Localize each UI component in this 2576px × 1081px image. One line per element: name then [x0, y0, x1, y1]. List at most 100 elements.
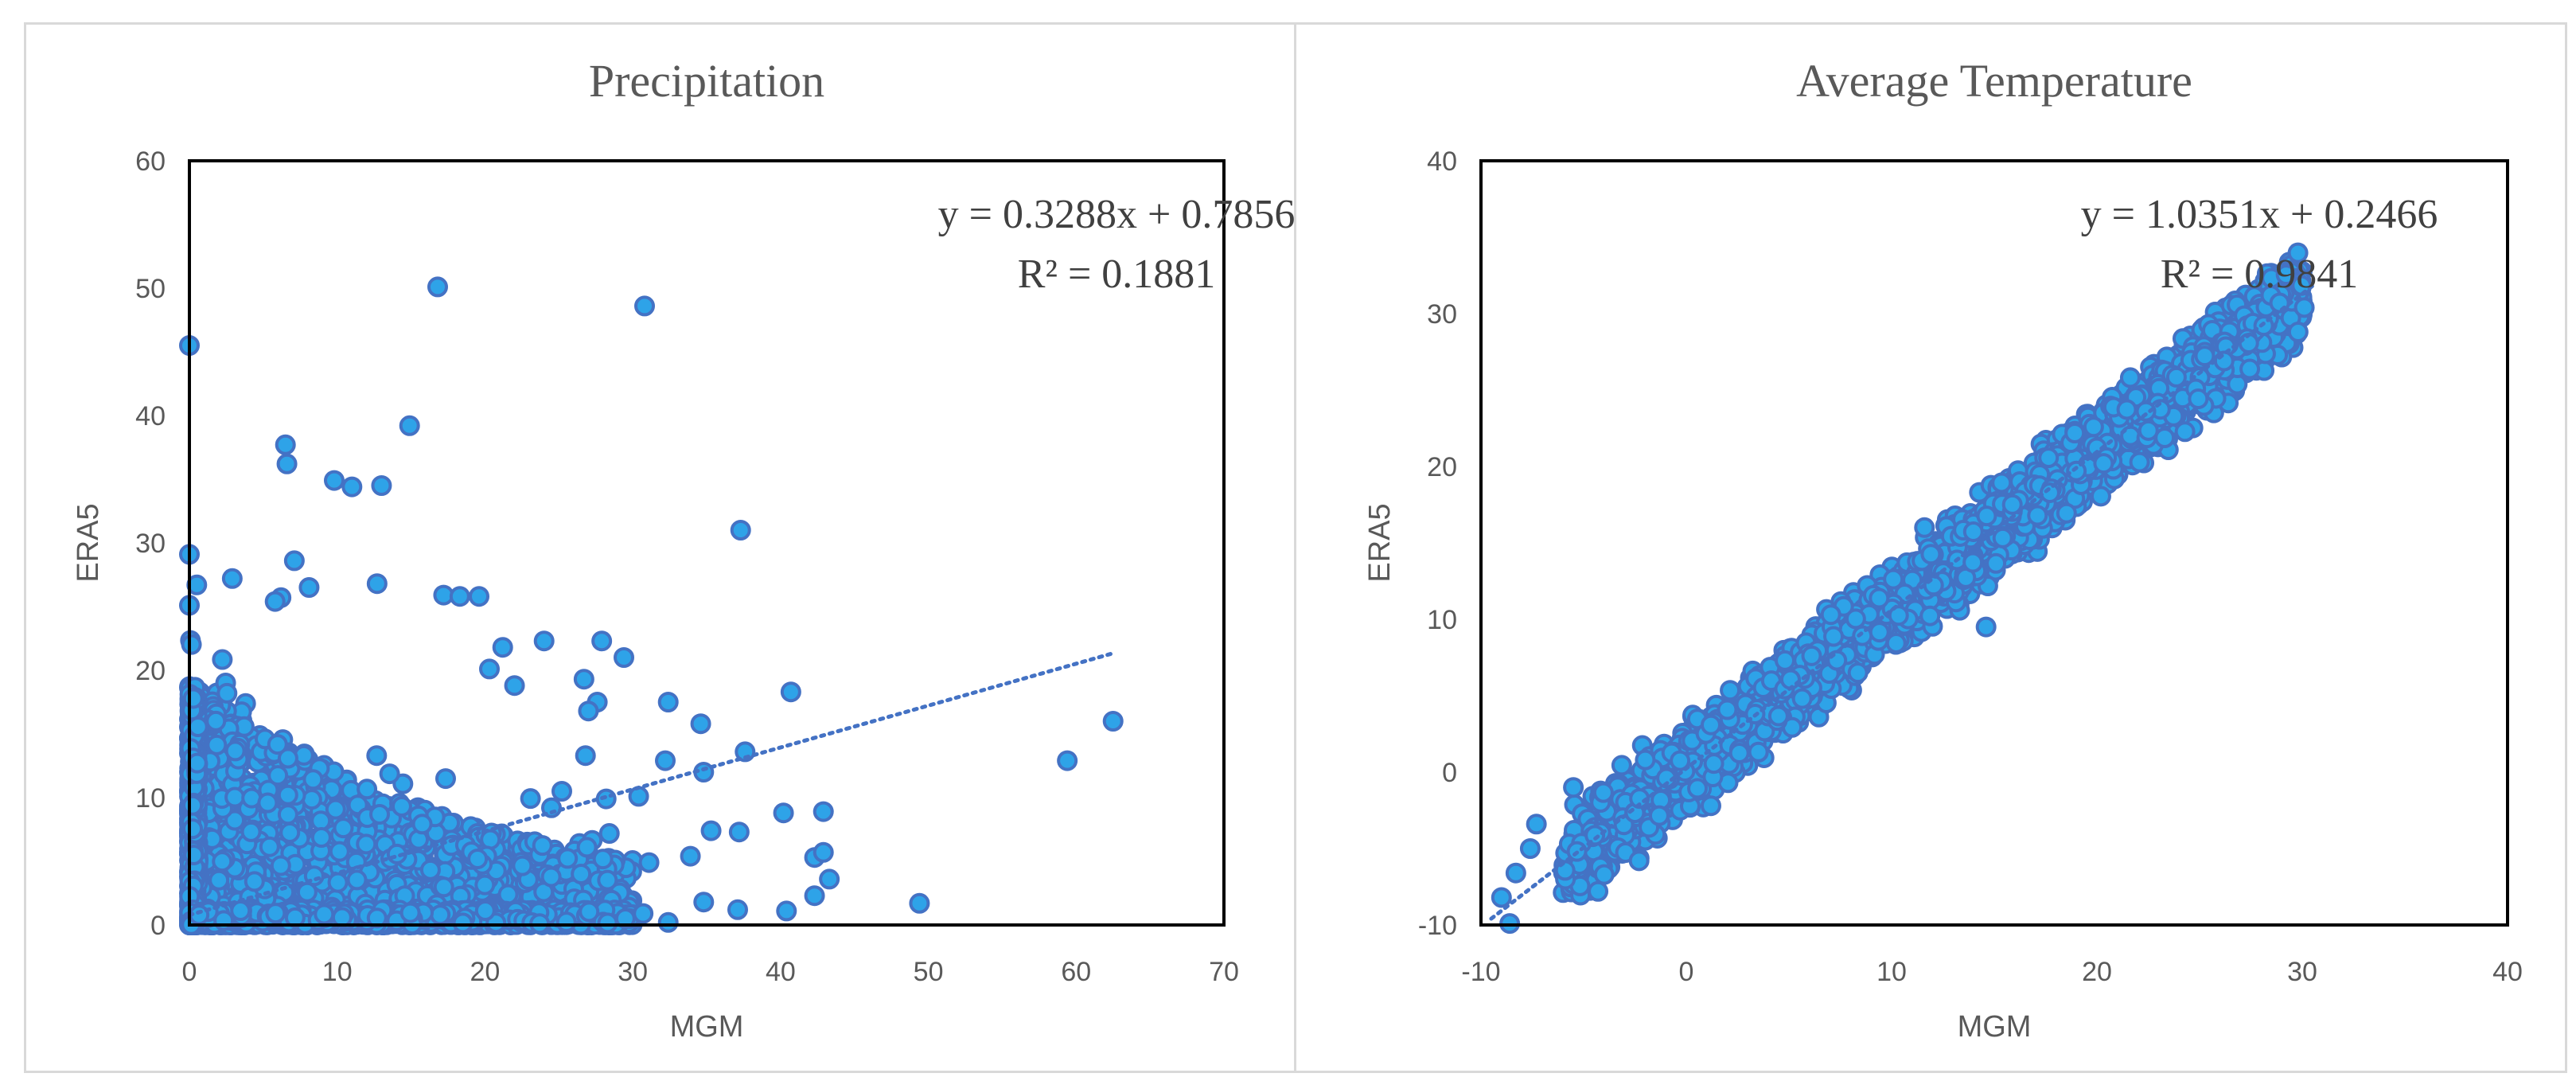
- scatter-point: [346, 869, 368, 891]
- scatter-point: [555, 911, 577, 933]
- scatter-point: [633, 903, 654, 924]
- scatter-point: [780, 681, 801, 703]
- scatter-point: [657, 692, 679, 712]
- scatter-point: [244, 871, 265, 892]
- x-tick-label: 70: [1209, 957, 1239, 987]
- scatter-point: [776, 900, 797, 922]
- scatter-point: [277, 804, 298, 825]
- scatter-point: [187, 716, 208, 738]
- scatter-point: [277, 784, 298, 806]
- scatter-point: [279, 821, 301, 843]
- trendline-equation: y = 0.3288x + 0.7856: [938, 192, 1296, 237]
- data-points: [1491, 242, 2315, 935]
- y-tick-label: -10: [1418, 911, 1457, 941]
- scatter-point: [430, 904, 451, 926]
- scatter-point: [221, 568, 243, 589]
- scatter-point: [576, 837, 598, 858]
- x-tick-label: 50: [914, 957, 944, 987]
- scatter-point: [551, 781, 572, 802]
- scatter-point: [399, 902, 421, 923]
- scatter-point: [467, 848, 489, 869]
- y-axis-label: ERA5: [72, 503, 105, 582]
- trendline: [187, 651, 1116, 917]
- x-tick-label: 0: [1679, 957, 1694, 987]
- y-tick-label: 0: [1442, 758, 1457, 788]
- scatter-point: [578, 701, 599, 722]
- scatter-point: [324, 470, 345, 491]
- scatter-point: [573, 669, 594, 690]
- x-tick-label: 10: [322, 957, 353, 987]
- scatter-point: [213, 910, 235, 931]
- scatter-point: [804, 885, 825, 907]
- scatter-point: [479, 658, 500, 680]
- r-squared-label: R² = 0.1881: [1018, 252, 1216, 297]
- scatter-point: [259, 836, 280, 857]
- scatter-point: [680, 845, 701, 867]
- scatter-point: [595, 788, 617, 810]
- x-tick-label: 30: [618, 957, 648, 987]
- precipitation-panel: Precipitation 0 10 20 30 40 50 60 0 10 20 30 40 50 60 7…: [24, 22, 1297, 1073]
- scatter-point: [264, 591, 286, 612]
- plot-area-border: [188, 159, 1226, 927]
- scatter-point: [449, 586, 470, 607]
- scatter-point: [267, 734, 288, 755]
- scatter-point: [327, 872, 349, 893]
- scatter-point: [302, 769, 324, 790]
- y-tick-label: 10: [1427, 605, 1457, 635]
- scatter-point: [356, 833, 377, 855]
- scatter-point: [230, 900, 251, 922]
- scatter-point: [333, 818, 354, 839]
- scatter-point: [369, 803, 391, 825]
- scatter-point: [205, 710, 227, 732]
- x-tick-label: 20: [2082, 957, 2112, 987]
- scatter-point: [379, 763, 400, 785]
- x-tick-label: -10: [1461, 957, 1500, 987]
- scatter-point: [520, 788, 541, 810]
- scatter-point: [579, 901, 600, 923]
- x-tick-label: 20: [470, 957, 501, 987]
- scatter-point: [435, 768, 456, 790]
- scatter-point: [366, 573, 388, 595]
- scatter-point: [614, 908, 636, 929]
- scatter-point: [182, 794, 204, 816]
- chart-title: Precipitation: [589, 55, 824, 107]
- temperature-panel: Average Temperature -10 0 10 20 30 40 -10 0 10 20 3…: [1294, 22, 2567, 1073]
- scatter-point: [224, 810, 246, 831]
- x-tick-label: 10: [1876, 957, 1907, 987]
- scatter-point: [575, 745, 596, 767]
- scatter-point: [540, 866, 562, 888]
- scatter-point: [267, 765, 289, 786]
- scatter-point: [283, 550, 305, 572]
- scatter-point: [634, 295, 655, 317]
- scatter-point: [181, 634, 202, 655]
- scatter-point: [208, 869, 230, 891]
- scatter-point: [597, 912, 618, 934]
- scatter-point: [276, 453, 298, 474]
- scatter-point: [592, 849, 614, 870]
- scatter-point: [657, 911, 679, 933]
- scatter-point: [614, 647, 634, 668]
- scatter-point: [557, 848, 579, 869]
- scatter-point: [598, 823, 620, 845]
- scatter-point: [183, 845, 205, 866]
- x-axis-label: MGM: [670, 1010, 744, 1044]
- scatter-point: [298, 577, 320, 598]
- x-tick-label: 0: [182, 957, 197, 987]
- scatter-point: [813, 801, 834, 822]
- y-axis-label: ERA5: [1363, 503, 1397, 582]
- scatter-point: [212, 851, 233, 872]
- scatter-point: [310, 827, 332, 849]
- x-tick-label: 40: [766, 957, 796, 987]
- chart-title: Average Temperature: [1796, 55, 2192, 107]
- scatter-point: [296, 881, 318, 903]
- x-tick-label: 60: [1061, 957, 1091, 987]
- data-points: [179, 276, 1124, 935]
- scatter-point: [497, 884, 519, 905]
- scatter-point: [492, 637, 513, 658]
- scatter-point: [240, 821, 262, 842]
- scatter-point: [270, 855, 291, 876]
- scatter-point: [275, 434, 296, 455]
- scatter-point: [325, 798, 346, 820]
